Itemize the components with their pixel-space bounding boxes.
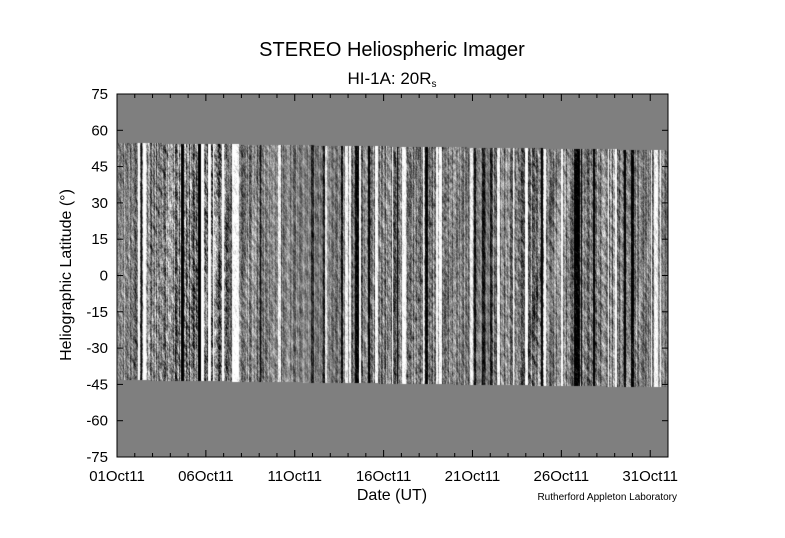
plot-area [116, 93, 669, 458]
y-tick-label: -75 [86, 449, 108, 466]
chart-subtitle: HI-1A: 20Rs [347, 69, 436, 90]
y-tick-label: -60 [86, 413, 108, 430]
x-tick-label: 16Oct11 [356, 468, 412, 485]
x-axis: 01Oct11 06Oct11 11Oct11 16Oct11 21Oct11 26Oct… [89, 94, 678, 485]
chart-subtitle-subscript: s [432, 79, 437, 90]
x-tick-label: 31Oct11 [622, 468, 678, 485]
chart-title: STEREO Heliospheric Imager [259, 39, 525, 61]
y-axis-label: Heliographic Latitude (°) [58, 189, 75, 361]
y-tick-label: 30 [91, 195, 108, 212]
x-tick-label: 06Oct11 [178, 468, 234, 485]
credit-text: Rutherford Appleton Laboratory [537, 492, 677, 503]
y-tick-label: 60 [91, 122, 108, 139]
y-tick-label: 45 [91, 159, 108, 176]
y-tick-label: -45 [86, 376, 108, 393]
y-tick-label: -30 [86, 340, 108, 357]
y-axis: 75 60 45 30 15 0 -15 -30 -45 -60 -75 [86, 86, 668, 466]
y-tick-label: 0 [100, 268, 108, 285]
chart-subtitle-main: HI-1A: 20R [347, 69, 431, 88]
latitude-time-map [117, 94, 668, 457]
x-tick-label: 01Oct11 [89, 468, 145, 485]
x-axis-label: Date (UT) [357, 487, 427, 504]
x-tick-label: 26Oct11 [534, 468, 590, 485]
y-tick-label: 75 [91, 86, 108, 103]
x-tick-label: 21Oct11 [445, 468, 501, 485]
y-tick-label: -15 [86, 304, 108, 321]
y-tick-label: 15 [91, 231, 108, 248]
x-tick-label: 11Oct11 [267, 468, 321, 485]
